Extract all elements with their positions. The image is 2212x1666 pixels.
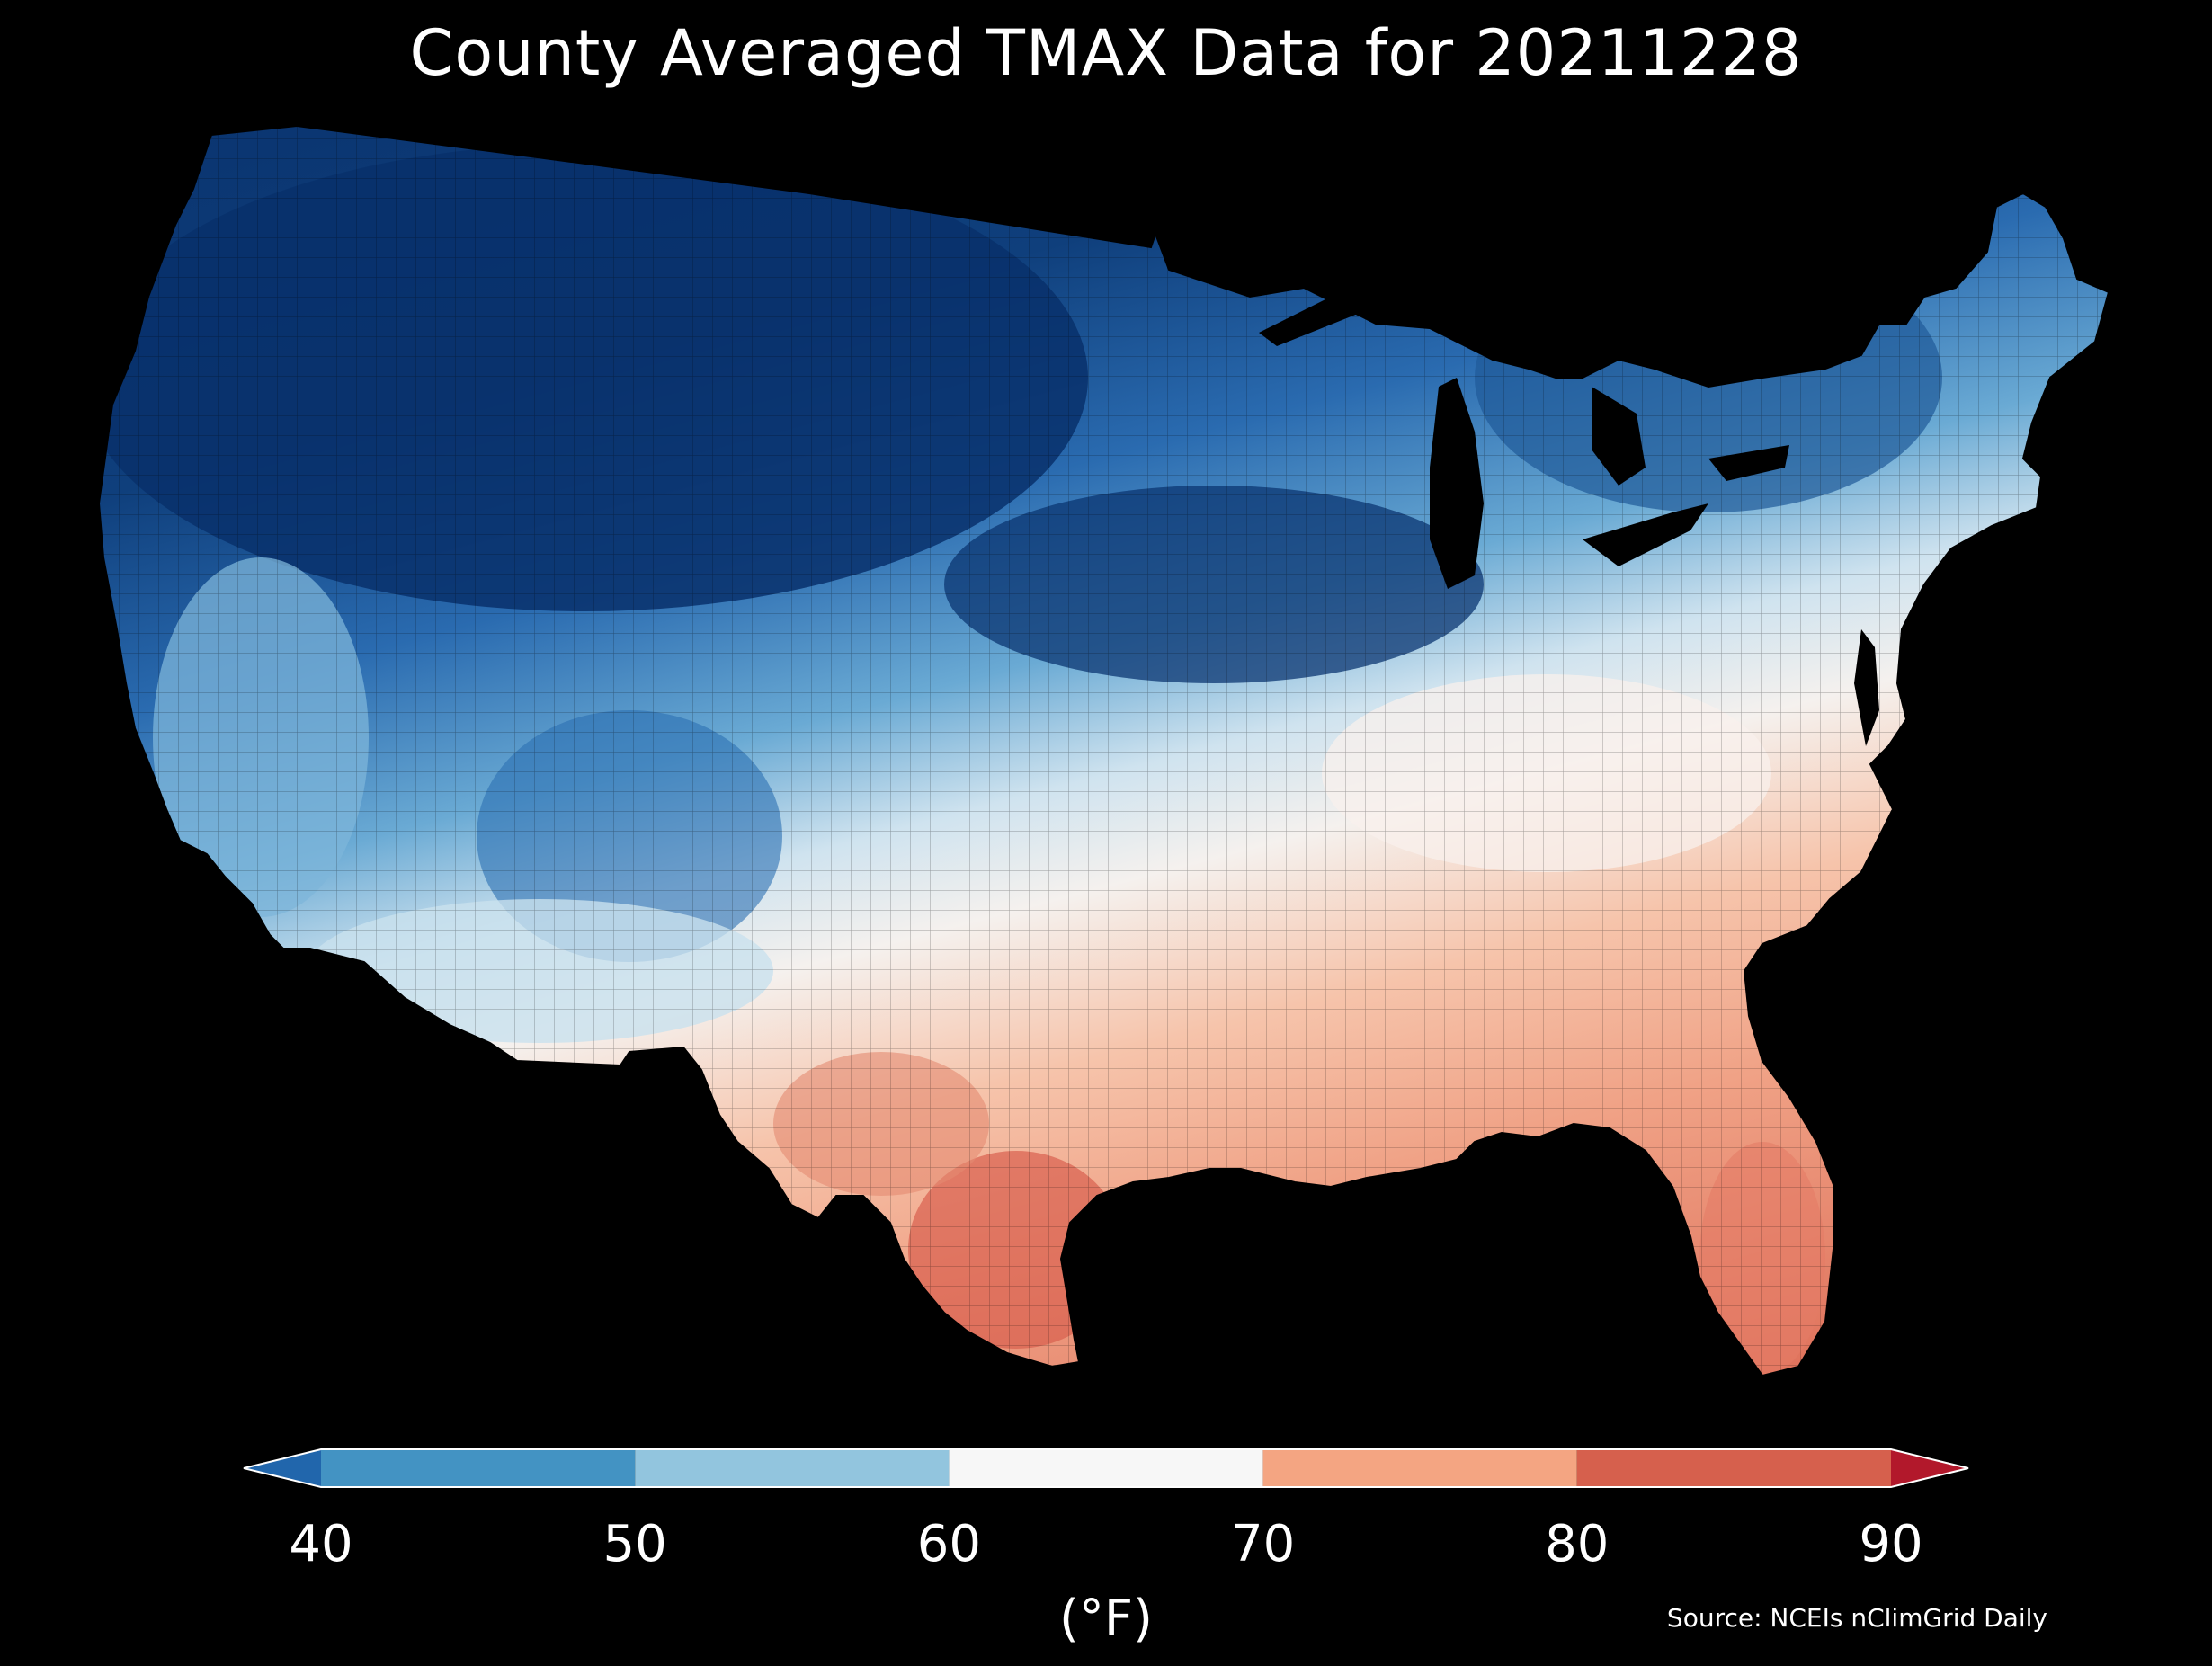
colorbar-bin [635,1449,950,1487]
colorbar-tick-label: 90 [1859,1515,1923,1573]
lake-ontario [1708,445,1789,481]
colorbar-bin [949,1449,1263,1487]
chesapeake-bay [1854,629,1879,746]
source-credit: Source: NCEIs nClimGrid Daily [1666,1603,2047,1633]
colorbar-extend-max [1891,1449,1968,1487]
chart-title: County Averaged TMAX Data for 20211228 [409,16,1803,90]
lake-erie [1583,503,1708,566]
colorbar-bin [1262,1449,1577,1487]
colorbar-extend-min [244,1449,321,1487]
lake-superior [1259,279,1385,346]
colorbar-bin [1576,1449,1891,1487]
colorbar-outline [243,1448,1969,1488]
colorbar-tick-label: 40 [289,1515,353,1573]
colorbar-tick-label: 70 [1230,1515,1296,1573]
colorbar-tick-label: 60 [916,1515,982,1573]
lake-huron [1592,387,1646,486]
colorbar-units-label: (°F) [1059,1590,1153,1648]
lake-michigan [1430,378,1484,589]
colorbar-tick-label: 80 [1545,1515,1610,1573]
colorbar-bin [321,1449,636,1487]
colorbar-tick-label: 50 [602,1515,667,1573]
